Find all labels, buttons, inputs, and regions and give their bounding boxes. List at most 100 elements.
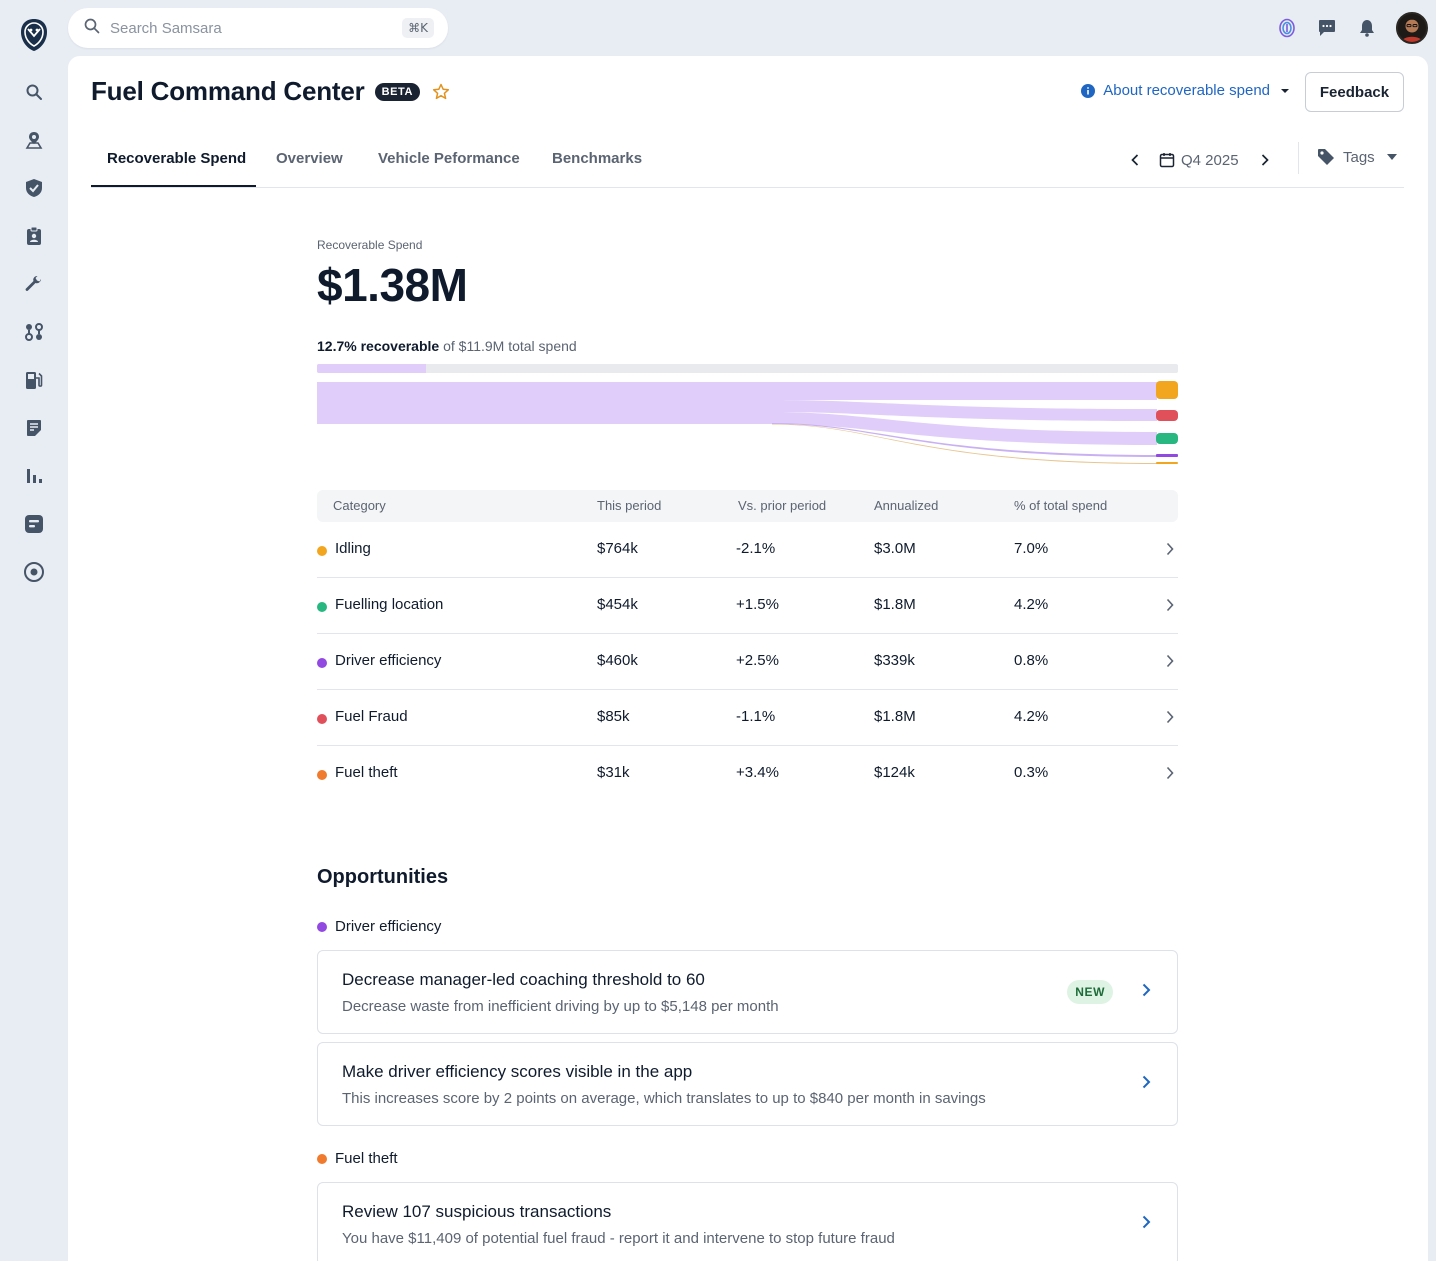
nav-maintenance-wrench-icon[interactable] [22, 272, 46, 296]
fingerprint-icon[interactable] [1276, 17, 1298, 39]
nav-apps-icon[interactable] [22, 512, 46, 536]
annualized-value: $339k [874, 652, 915, 669]
summary-label: Recoverable Spend [317, 238, 423, 252]
nav-target-icon[interactable] [22, 560, 46, 584]
this-period-value: $460k [597, 652, 638, 669]
category-dot [317, 658, 327, 668]
category-name: Fuel Fraud [335, 708, 408, 725]
vs-prior-value: -1.1% [736, 708, 776, 725]
recoverable-flow-diagram [317, 381, 1178, 464]
about-recoverable-spend-link[interactable]: About recoverable spend [1081, 82, 1290, 99]
pct-total-value: 4.2% [1014, 708, 1049, 725]
annualized-value: $1.8M [874, 708, 916, 725]
about-link-label: About recoverable spend [1103, 82, 1270, 99]
tags-label: Tags [1343, 148, 1375, 166]
opportunity-card[interactable]: Make driver efficiency scores visible in… [317, 1042, 1178, 1126]
category-name: Fuel theft [335, 764, 398, 781]
opportunity-card[interactable]: Decrease manager-led coaching threshold … [317, 950, 1178, 1034]
category-name: Driver efficiency [335, 652, 442, 669]
tags-filter[interactable]: Tags [1317, 148, 1397, 166]
page-header: Fuel Command Center BETA [91, 76, 450, 107]
period-picker[interactable]: Q4 2025 [1159, 152, 1239, 169]
samsara-logo-icon[interactable] [20, 18, 48, 52]
table-row[interactable]: Idling $764k -2.1% $3.0M 7.0% [317, 522, 1178, 578]
search-icon [84, 18, 100, 39]
table-row[interactable]: Fuel Fraud $85k -1.1% $1.8M 4.2% [317, 690, 1178, 746]
group-label: Driver efficiency [335, 918, 442, 935]
category-name: Idling [335, 540, 371, 557]
table-header: Category This period Vs. prior period An… [317, 490, 1178, 522]
recoverable-percent: 12.7% recoverable [317, 338, 440, 354]
category-dot [317, 714, 327, 724]
previous-period-chevron-icon[interactable] [1123, 148, 1147, 172]
flow-node-idling [1156, 381, 1178, 399]
user-avatar[interactable] [1396, 12, 1428, 44]
nav-location-icon[interactable] [22, 128, 46, 152]
pct-total-value: 0.3% [1014, 764, 1049, 781]
global-search[interactable]: Search Samsara ⌘K [68, 8, 448, 48]
group-dot [317, 1153, 327, 1164]
chevron-right-icon [1166, 766, 1174, 780]
flow-fuel-fraud [772, 400, 1157, 421]
next-period-chevron-icon[interactable] [1253, 148, 1277, 172]
search-input[interactable]: Search Samsara [110, 19, 222, 37]
table-row[interactable]: Fuel theft $31k +3.4% $124k 0.3% [317, 746, 1178, 802]
pct-total-value: 7.0% [1014, 540, 1049, 557]
flow-node-driver-efficiency [1156, 454, 1178, 457]
tab-overview[interactable]: Overview [276, 150, 343, 167]
chevron-right-icon [1166, 710, 1174, 724]
opportunity-title: Review 107 suspicious transactions [342, 1202, 612, 1221]
search-shortcut-badge: ⌘K [402, 18, 434, 38]
nav-reports-chart-icon[interactable] [22, 464, 46, 488]
main-panel: Fuel Command Center BETA About recoverab… [68, 56, 1428, 1261]
pct-total-value: 4.2% [1014, 596, 1049, 613]
tab-recoverable-spend[interactable]: Recoverable Spend [107, 150, 247, 167]
notifications-bell-icon[interactable] [1356, 17, 1378, 39]
vs-prior-value: +1.5% [736, 596, 779, 613]
feedback-button[interactable]: Feedback [1305, 72, 1404, 112]
opportunity-title: Decrease manager-led coaching threshold … [342, 970, 705, 989]
table-row[interactable]: Driver efficiency $460k +2.5% $339k 0.8% [317, 634, 1178, 690]
chevron-right-icon [1166, 542, 1174, 556]
chevron-right-icon [1142, 1075, 1151, 1089]
nav-fuel-pump-icon[interactable] [22, 368, 46, 392]
flow-node-fuel-theft [1156, 462, 1178, 464]
flow-node-fuelling-location [1156, 433, 1178, 444]
active-tab-indicator [91, 185, 256, 187]
table-row[interactable]: Fuelling location $454k +1.5% $1.8M 4.2% [317, 578, 1178, 634]
header-this-period: This period [597, 498, 662, 513]
annualized-value: $124k [874, 764, 915, 781]
nav-document-icon[interactable] [22, 416, 46, 440]
page-title: Fuel Command Center [91, 76, 365, 106]
recoverable-progress-bar [317, 364, 1178, 373]
header-category: Category [333, 498, 386, 513]
annualized-value: $1.8M [874, 596, 916, 613]
category-dot [317, 602, 327, 612]
header-pct-total: % of total spend [1014, 498, 1108, 513]
caret-down-icon [1280, 88, 1290, 94]
flow-node-fuel-fraud [1156, 410, 1178, 421]
chevron-right-icon [1142, 983, 1151, 997]
recoverable-ratio: 12.7% recoverable of $11.9M total spend [317, 338, 577, 354]
top-right-toolbar [1276, 11, 1428, 45]
chevron-right-icon [1142, 1215, 1151, 1229]
tab-benchmarks[interactable]: Benchmarks [552, 150, 643, 167]
chevron-right-icon [1166, 598, 1174, 612]
pct-total-value: 0.8% [1014, 652, 1049, 669]
this-period-value: $31k [597, 764, 630, 781]
opportunity-card[interactable]: Review 107 suspicious transactions You h… [317, 1182, 1178, 1261]
tab-vehicle-performance[interactable]: Vehicle Peformance [378, 150, 520, 167]
info-icon [1081, 83, 1096, 98]
category-dot [317, 546, 327, 556]
favorite-star-icon[interactable] [432, 83, 450, 101]
chat-icon[interactable] [1316, 17, 1338, 39]
recoverable-progress-fill [317, 364, 427, 373]
nav-safety-shield-icon[interactable] [22, 176, 46, 200]
nav-compliance-icon[interactable] [22, 224, 46, 248]
period-selector: Q4 2025 [1123, 146, 1277, 174]
group-label: Fuel theft [335, 1150, 398, 1167]
vs-prior-value: +2.5% [736, 652, 779, 669]
annualized-value: $3.0M [874, 540, 916, 557]
nav-search-icon[interactable] [22, 80, 46, 104]
nav-routes-icon[interactable] [22, 320, 46, 344]
